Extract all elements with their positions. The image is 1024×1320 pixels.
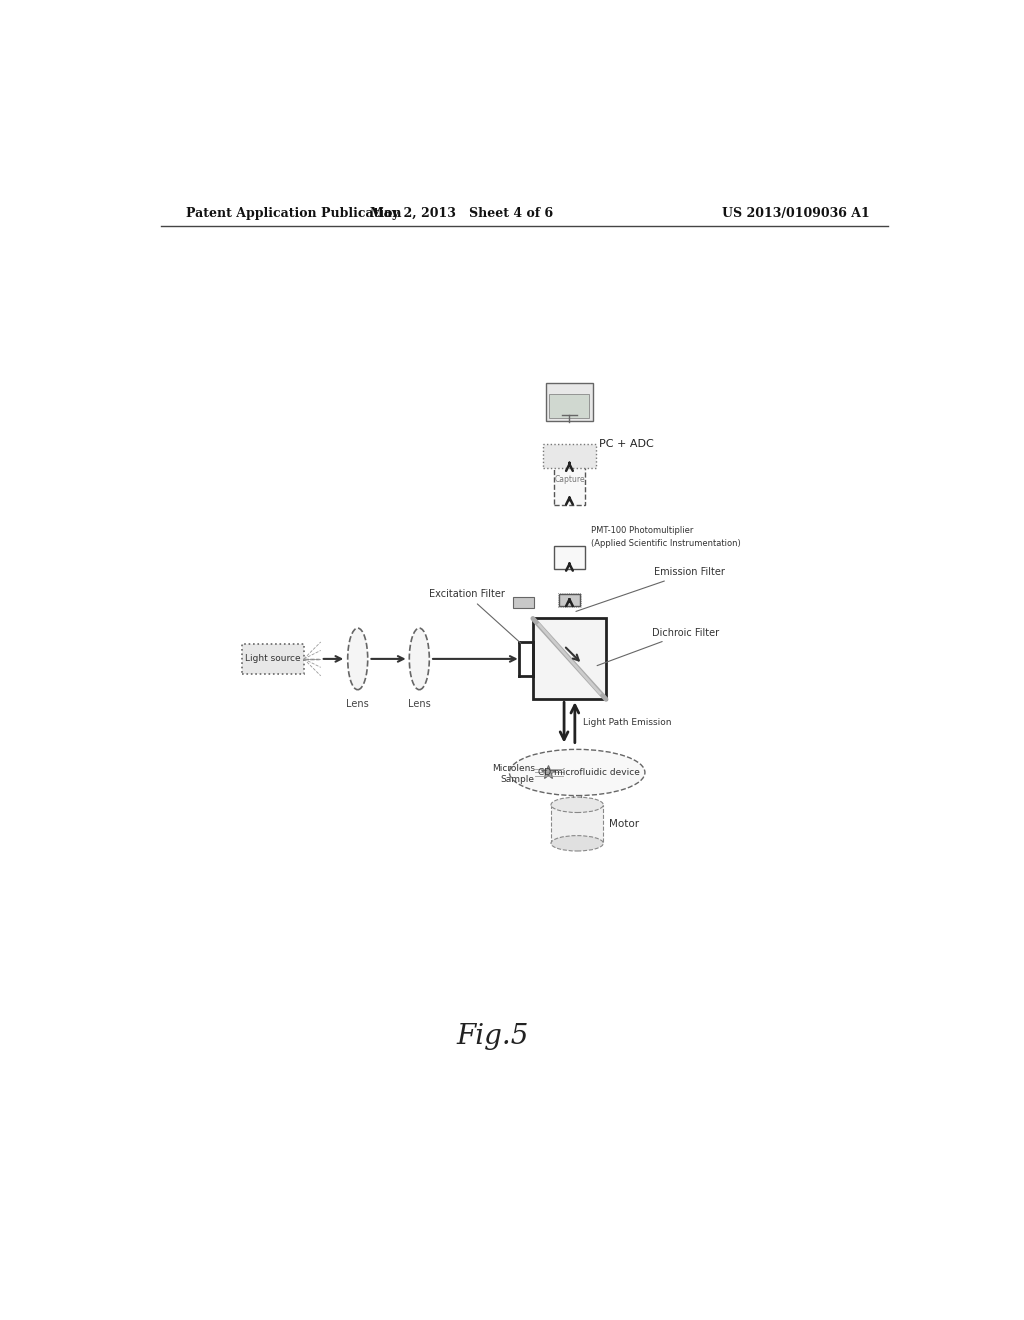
Text: US 2013/0109036 A1: US 2013/0109036 A1 [722,207,869,220]
Ellipse shape [551,836,603,851]
Text: Light source: Light source [245,655,301,664]
Text: May 2, 2013   Sheet 4 of 6: May 2, 2013 Sheet 4 of 6 [370,207,553,220]
Ellipse shape [509,750,645,796]
Text: PC + ADC: PC + ADC [599,440,654,449]
Text: Light Path Emission: Light Path Emission [584,718,672,727]
Text: Dichroic Filter: Dichroic Filter [597,628,720,665]
Text: Motor: Motor [609,820,640,829]
Ellipse shape [551,797,603,813]
Bar [546,383,593,421]
Bar [551,805,603,843]
Text: Patent Application Publication: Patent Application Publication [186,207,401,220]
Bar [558,593,581,607]
Text: PMT-100 Photomultiplier
(Applied Scientific Instrumentation): PMT-100 Photomultiplier (Applied Scienti… [591,527,740,548]
Bar [532,619,606,700]
Text: Fig.5: Fig.5 [457,1023,528,1049]
Text: Microlens
Sample: Microlens Sample [492,763,535,784]
Text: Emission Filter: Emission Filter [575,568,725,611]
Text: Lens: Lens [346,698,369,709]
Bar [559,594,581,606]
Ellipse shape [410,628,429,689]
Text: Lens: Lens [408,698,431,709]
Bar [513,597,535,607]
Text: Capture: Capture [554,475,585,483]
Bar [550,395,590,417]
Text: CD microfluidic device: CD microfluidic device [538,768,640,777]
Bar [554,546,585,569]
Bar [544,445,596,467]
Ellipse shape [348,628,368,689]
Text: Excitation Filter: Excitation Filter [429,589,521,643]
Bar [554,453,585,504]
Bar [243,644,304,675]
